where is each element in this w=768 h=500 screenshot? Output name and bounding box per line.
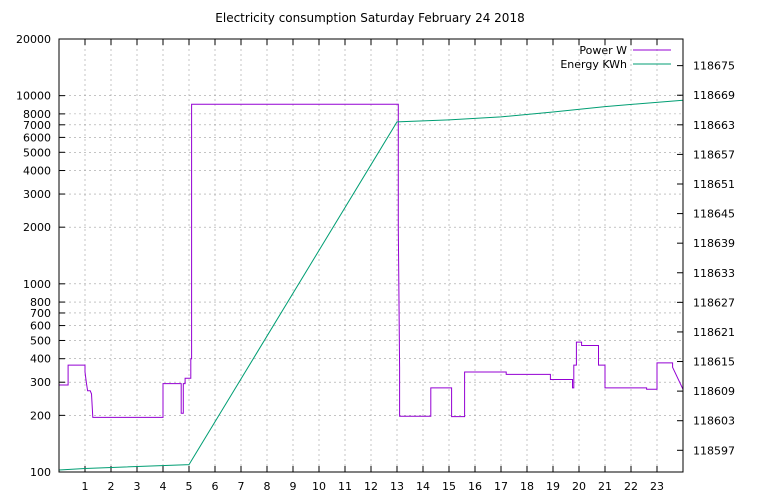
- x-tick-label: 6: [212, 480, 219, 493]
- y-left-tick-label: 3000: [23, 188, 51, 201]
- x-tick-label: 19: [546, 480, 560, 493]
- x-tick-label: 8: [264, 480, 271, 493]
- y-right-tick-label: 118657: [693, 148, 735, 161]
- y-right-tick-label: 118609: [693, 385, 735, 398]
- x-tick-label: 3: [134, 480, 141, 493]
- y-right-tick-label: 118669: [693, 89, 735, 102]
- legend-label-energy: Energy KWh: [560, 58, 627, 71]
- y-left-tick-label: 8000: [23, 108, 51, 121]
- x-tick-label: 10: [312, 480, 326, 493]
- tick-labels: 1 2 3 4 5 6 7 8 9 10 11 12 13 14 15 16 17 18 19 20 21 22 23100…: [16, 33, 735, 493]
- y-right-tick-label: 118675: [693, 60, 735, 73]
- chart-title: Electricity consumption Saturday Februar…: [215, 11, 524, 25]
- y-right-tick-label: 118615: [693, 356, 735, 369]
- y-right-tick-label: 118639: [693, 237, 735, 250]
- x-tick-label: 14: [416, 480, 430, 493]
- series-line-energy: [58, 99, 684, 471]
- x-tick-label: 17: [494, 480, 508, 493]
- y-right-tick-label: 118603: [693, 415, 735, 428]
- y-left-tick-label: 100: [30, 466, 51, 479]
- grid: [59, 39, 683, 472]
- y-left-tick-label: 4000: [23, 165, 51, 178]
- y-left-tick-label: 2000: [23, 221, 51, 234]
- x-tick-label: 13: [390, 480, 404, 493]
- series-line-power: [59, 103, 684, 418]
- y-left-tick-label: 800: [30, 296, 51, 309]
- x-tick-label: 15: [442, 480, 456, 493]
- x-tick-label: 9: [290, 480, 297, 493]
- x-tick-label: 5: [186, 480, 193, 493]
- series-layer: [58, 99, 684, 471]
- y-right-tick-label: 118651: [693, 178, 735, 191]
- y-left-tick-label: 500: [30, 334, 51, 347]
- x-tick-label: 11: [338, 480, 352, 493]
- y-left-tick-label: 600: [30, 320, 51, 333]
- y-right-tick-label: 118621: [693, 326, 735, 339]
- tick-marks: [59, 38, 683, 473]
- x-tick-label: 21: [598, 480, 612, 493]
- y-left-tick-label: 6000: [23, 131, 51, 144]
- legend: Power W Energy KWh: [560, 44, 671, 71]
- y-left-tick-label: 5000: [23, 146, 51, 159]
- y-right-tick-label: 118597: [693, 444, 735, 457]
- y-left-tick-label: 10000: [16, 90, 51, 103]
- plot-frame: [58, 38, 684, 473]
- y-left-tick-label: 700: [30, 307, 51, 320]
- y-left-tick-label: 300: [30, 376, 51, 389]
- y-left-tick-label: 400: [30, 353, 51, 366]
- x-tick-label: 7: [238, 480, 245, 493]
- x-tick-label: 2: [108, 480, 115, 493]
- y-left-tick-label: 1000: [23, 278, 51, 291]
- legend-label-power: Power W: [579, 44, 627, 57]
- x-tick-label: 23: [650, 480, 664, 493]
- y-left-tick-label: 20000: [16, 33, 51, 46]
- y-right-tick-label: 118633: [693, 267, 735, 280]
- y-right-tick-label: 118627: [693, 296, 735, 309]
- y-left-tick-label: 7000: [23, 119, 51, 132]
- x-tick-label: 1: [82, 480, 89, 493]
- x-tick-label: 18: [520, 480, 534, 493]
- x-tick-label: 20: [572, 480, 586, 493]
- y-left-tick-label: 200: [30, 409, 51, 422]
- x-tick-label: 22: [624, 480, 638, 493]
- x-tick-label: 16: [468, 480, 482, 493]
- x-tick-label: 4: [160, 480, 167, 493]
- x-tick-label: 12: [364, 480, 378, 493]
- y-right-tick-label: 118663: [693, 119, 735, 132]
- y-right-tick-label: 118645: [693, 208, 735, 221]
